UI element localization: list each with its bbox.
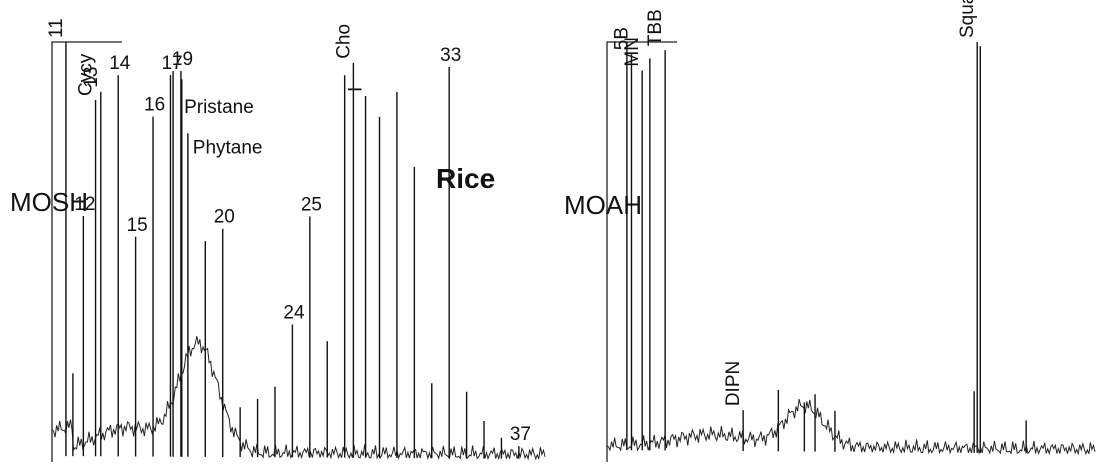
mosh-peak-label-16: 33	[440, 45, 461, 66]
mosh-peak-label-13: 25	[301, 195, 322, 216]
mosh-peak-label-6: 16	[144, 95, 165, 116]
mosh-peak-label-12: 24	[283, 302, 305, 323]
mosh-subtitle: Rice	[436, 163, 495, 194]
moah-peak-label-3: DIPN	[723, 361, 744, 406]
moah-peak-label-1: MN	[622, 37, 643, 67]
mosh-peak-label-11: 20	[214, 207, 235, 228]
mosh-peak-label-15: I	[346, 87, 367, 92]
mosh-peak-label-10: Phytane	[193, 137, 263, 158]
mosh-peak-label-17: 37	[510, 424, 531, 445]
mosh-peak-label-8: 19	[172, 49, 193, 70]
moah-title: MOAH	[564, 190, 642, 220]
mosh-peak-label-1: Cycy	[76, 53, 97, 96]
mosh-peak-label-9: Pristane	[184, 97, 254, 118]
mosh-peak-label-3: 13	[81, 67, 102, 88]
mosh-title: MOSH	[10, 187, 88, 217]
mosh-peak-label-0: 11	[46, 18, 67, 38]
mosh-baseline-trace	[51, 336, 546, 461]
mosh-peak-label-2: 12	[74, 194, 95, 215]
moah-peak-label-4: Squalene	[957, 0, 978, 38]
moah-peak-label-0: 5B	[611, 27, 632, 50]
moah-baseline-trace	[606, 398, 1096, 456]
mosh-peak-label-7: 17	[161, 53, 182, 74]
mosh-peak-label-5: 15	[127, 215, 148, 236]
mosh-peak-label-14: Cho	[333, 24, 354, 59]
moah-peak-label-2: TBB	[645, 9, 666, 46]
moah-scale-bracket	[606, 41, 677, 462]
mosh-peak-label-4: 14	[109, 53, 131, 74]
mosh-scale-bracket	[51, 41, 122, 462]
